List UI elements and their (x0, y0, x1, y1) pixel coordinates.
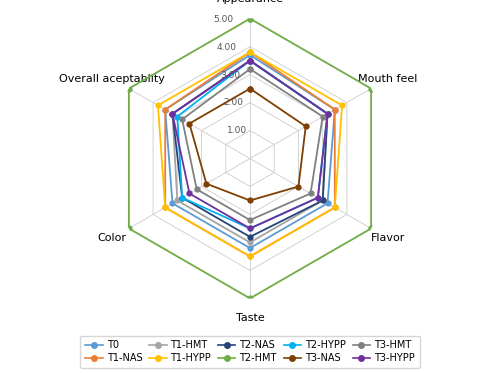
Text: 1.00: 1.00 (226, 126, 246, 135)
Legend: T0, T1-NAS, T1-HMT, T1-HYPP, T2-NAS, T2-HMT, T2-HYPP, T3-NAS, T3-HMT, T3-HYPP: T0, T1-NAS, T1-HMT, T1-HYPP, T2-NAS, T2-… (80, 335, 419, 368)
Text: 4.00: 4.00 (216, 43, 236, 52)
Text: 3.00: 3.00 (220, 71, 240, 80)
Text: 5.00: 5.00 (213, 15, 234, 24)
Text: 2.00: 2.00 (224, 98, 244, 107)
